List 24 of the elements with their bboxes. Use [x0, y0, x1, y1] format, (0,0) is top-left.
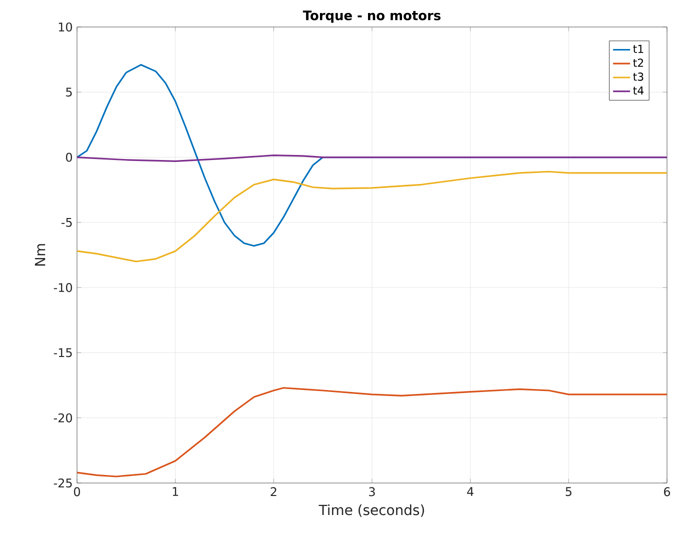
x-tick-label: 4 [467, 487, 474, 496]
y-tick-label: 10 [58, 22, 72, 32]
legend-label: t1 [633, 44, 644, 53]
line-series [77, 387, 668, 478]
y-tick-label: -5 [61, 218, 72, 227]
legend-label: t2 [633, 58, 644, 67]
y-tick-label: -25 [54, 478, 72, 488]
y-tick-label: -10 [54, 283, 72, 292]
legend-label: t4 [633, 86, 644, 94]
y-tick-label: 5 [66, 88, 72, 97]
y-tick-label: 0 [66, 152, 72, 162]
y-tick-label: -15 [54, 348, 72, 358]
x-tick-label: 5 [566, 487, 572, 496]
x-tick-label: 6 [664, 487, 670, 496]
legend-label: t3 [633, 72, 644, 81]
line-series [77, 170, 668, 262]
y-axis-title: Nm [34, 244, 46, 266]
chart-title: Torque - no motors [302, 10, 441, 23]
x-axis-title: Time (seconds) [318, 504, 424, 517]
x-tick-label: 3 [369, 487, 375, 496]
x-tick-label: 0 [74, 487, 80, 496]
y-tick-label: -20 [54, 413, 72, 422]
x-tick-label: 2 [270, 487, 276, 496]
x-tick-label: 1 [172, 487, 178, 496]
